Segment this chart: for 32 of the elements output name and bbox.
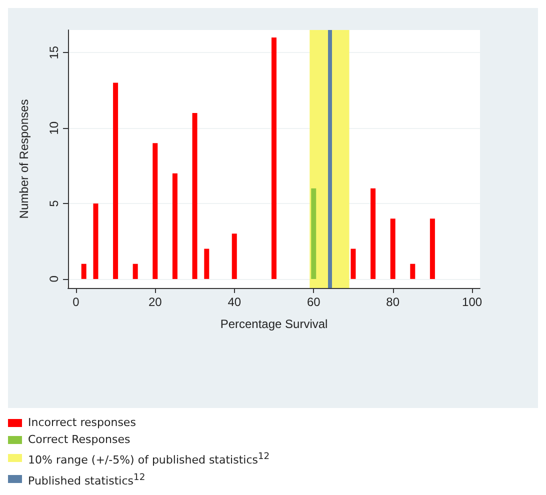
x-tick-label: 60 [306,295,321,309]
y-tick-label: 0 [47,275,61,282]
bar [152,143,158,279]
bar [93,204,98,279]
x-tick-label: 40 [228,295,242,309]
bar [311,188,316,279]
bar [272,38,276,279]
bar [81,264,86,279]
bar [350,248,356,279]
legend-label: 10% range (+/-5%) of published statistics$^{12}$ [28,450,270,469]
x-tick-label: 20 [148,295,162,309]
y-axis-title: Number of Responses [17,99,31,219]
bar [204,248,210,279]
x-tick-label: 80 [386,295,400,309]
bar [410,264,416,279]
legend-label: Correct Responses [28,432,130,448]
bar [192,112,198,279]
y-tick-label: 10 [47,121,61,135]
bar [172,173,178,279]
bar [132,264,138,279]
x-tick-label: 0 [72,295,80,309]
bar [390,218,396,279]
bar [370,188,376,279]
bar [232,234,237,279]
x-axis-title: Percentage Survival [220,317,328,331]
bar [113,82,118,279]
legend-label: Incorrect responses [28,415,136,431]
x-tick-label: 100 [462,295,482,309]
y-tick-label: 5 [47,200,61,207]
bar [430,218,435,279]
y-tick-label: 15 [47,46,61,60]
legend-label: Published statistics$^{12}$ [28,470,146,490]
